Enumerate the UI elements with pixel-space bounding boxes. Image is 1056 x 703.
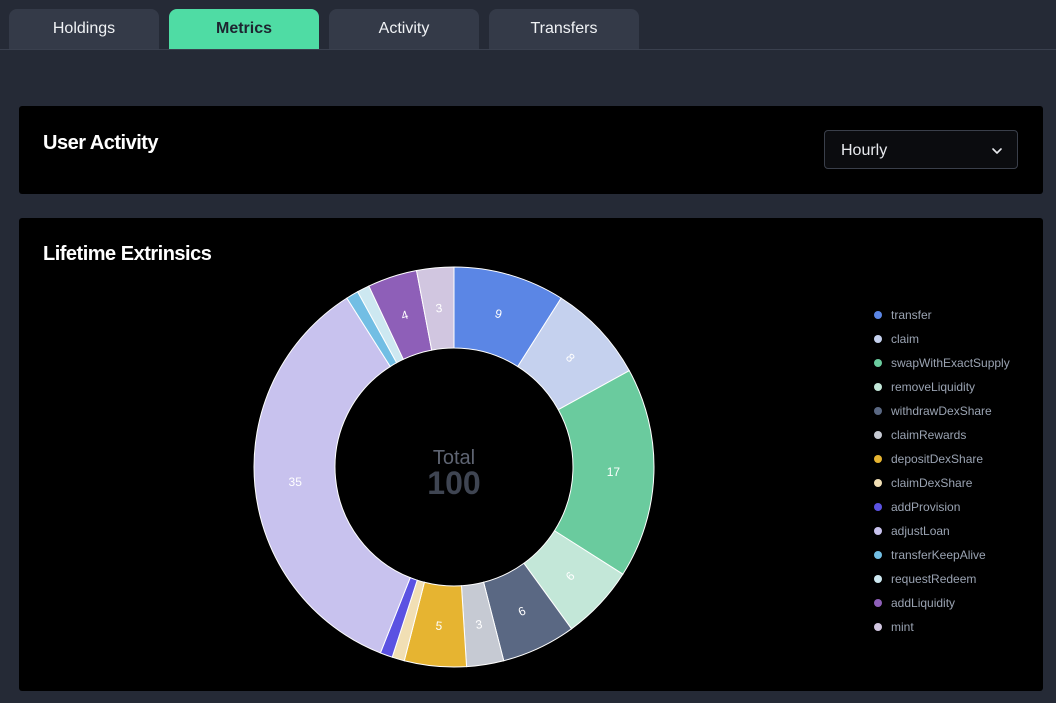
legend-swatch	[874, 455, 882, 463]
legend-item-requestRedeem[interactable]: requestRedeem	[874, 567, 1010, 591]
legend-swatch	[874, 431, 882, 439]
chart-legend: transfer claim swapWithExactSupply removeLi…	[874, 303, 1010, 639]
legend-item-withdrawDexShare[interactable]: withdrawDexShare	[874, 399, 1010, 423]
interval-select-value: Hourly	[841, 142, 888, 159]
legend-label: addProvision	[891, 500, 961, 514]
interval-select[interactable]: Hourly	[824, 130, 1018, 169]
legend-swatch	[874, 407, 882, 415]
legend-item-addLiquidity[interactable]: addLiquidity	[874, 591, 1010, 615]
legend-swatch	[874, 503, 882, 511]
legend-item-transfer[interactable]: transfer	[874, 303, 1010, 327]
legend-item-addProvision[interactable]: addProvision	[874, 495, 1010, 519]
legend-label: depositDexShare	[891, 452, 984, 466]
user-activity-card: User Activity Hourly	[19, 106, 1043, 194]
tab-metrics[interactable]: Metrics	[169, 9, 319, 49]
donut-slice-mint[interactable]	[415, 266, 455, 351]
chevron-down-icon	[992, 148, 1002, 154]
user-activity-title: User Activity	[43, 132, 159, 154]
legend-item-adjustLoan[interactable]: adjustLoan	[874, 519, 1010, 543]
slice-value-label: 17	[607, 465, 621, 479]
slice-value-label: 3	[475, 617, 484, 632]
legend-label: requestRedeem	[891, 572, 977, 586]
legend-label: claim	[891, 332, 920, 346]
donut-center-value: 100	[427, 465, 480, 501]
legend-item-claimRewards[interactable]: claimRewards	[874, 423, 1010, 447]
donut-slice-swapWithExactSupply[interactable]	[553, 369, 655, 575]
lifetime-extrinsics-card: Lifetime Extrinsics 9 8 17 6 6 3 5 35 4 3 Total 1…	[19, 218, 1043, 691]
legend-label: adjustLoan	[891, 524, 950, 538]
legend-swatch	[874, 335, 882, 343]
legend-label: transferKeepAlive	[891, 548, 986, 562]
legend-label: removeLiquidity	[891, 380, 976, 394]
tab-transfers[interactable]: Transfers	[489, 9, 639, 49]
legend-swatch	[874, 311, 882, 319]
legend-swatch	[874, 551, 882, 559]
legend-item-removeLiquidity[interactable]: removeLiquidity	[874, 375, 1010, 399]
legend-item-claimDexShare[interactable]: claimDexShare	[874, 471, 1010, 495]
legend-label: transfer	[891, 308, 932, 322]
legend-swatch	[874, 623, 882, 631]
slice-value-label: 4	[399, 308, 410, 323]
legend-swatch	[874, 383, 882, 391]
legend-label: addLiquidity	[891, 596, 956, 610]
slice-value-label: 5	[435, 619, 443, 634]
legend-item-claim[interactable]: claim	[874, 327, 1010, 351]
legend-item-mint[interactable]: mint	[874, 615, 1010, 639]
donut-center-label: Total	[433, 447, 475, 469]
legend-label: mint	[891, 620, 914, 634]
legend-item-transferKeepAlive[interactable]: transferKeepAlive	[874, 543, 1010, 567]
tab-holdings[interactable]: Holdings	[9, 9, 159, 49]
legend-swatch	[874, 575, 882, 583]
tab-bar: Holdings Metrics Activity Transfers	[0, 0, 1056, 50]
legend-label: claimDexShare	[891, 476, 973, 490]
tab-activity[interactable]: Activity	[329, 9, 479, 49]
legend-swatch	[874, 359, 882, 367]
legend-item-swapWithExactSupply[interactable]: swapWithExactSupply	[874, 351, 1010, 375]
legend-swatch	[874, 479, 882, 487]
legend-item-depositDexShare[interactable]: depositDexShare	[874, 447, 1010, 471]
legend-swatch	[874, 527, 882, 535]
slice-value-label: 9	[493, 306, 504, 321]
legend-label: withdrawDexShare	[891, 404, 992, 418]
legend-swatch	[874, 599, 882, 607]
legend-label: swapWithExactSupply	[891, 356, 1010, 370]
lifetime-extrinsics-title: Lifetime Extrinsics	[43, 243, 212, 265]
donut-slice-adjustLoan[interactable]	[253, 297, 411, 654]
slice-value-label: 3	[435, 301, 443, 316]
legend-label: claimRewards	[891, 428, 967, 442]
slice-value-label: 35	[289, 475, 303, 489]
